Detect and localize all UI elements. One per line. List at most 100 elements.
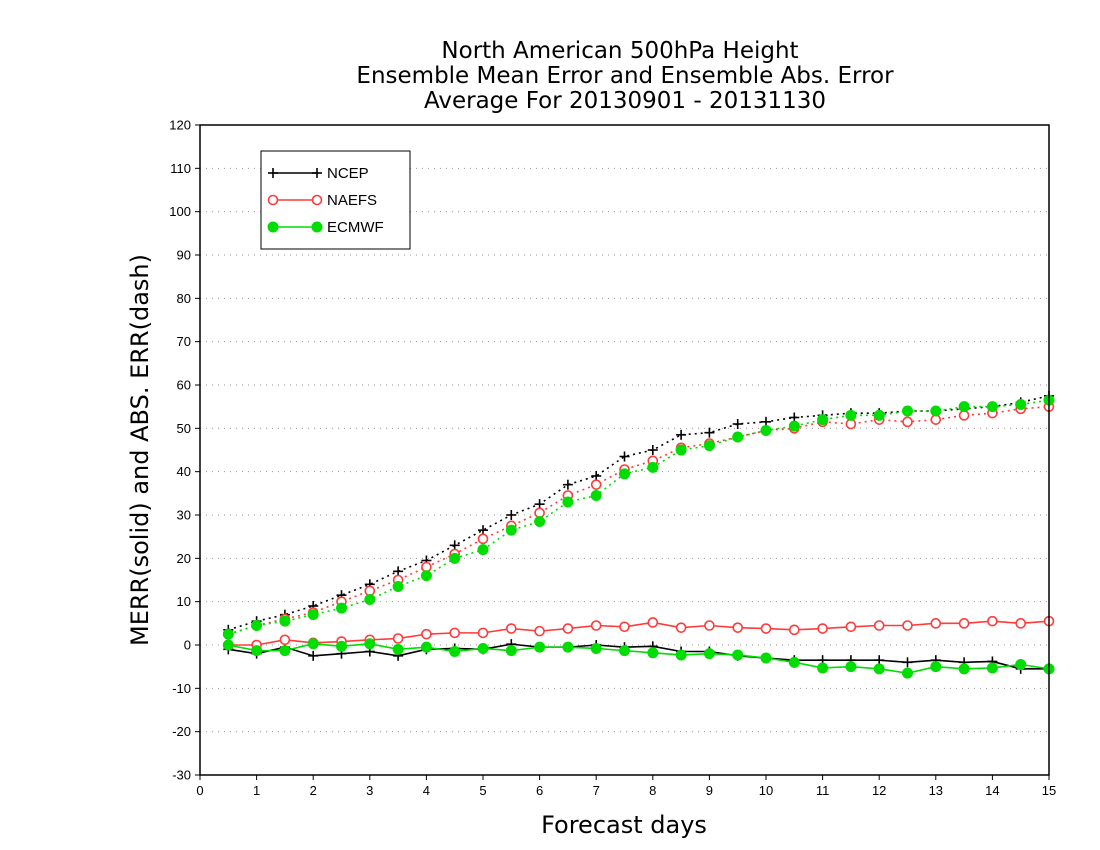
ecmwf-abs-err-point bbox=[703, 440, 715, 452]
ecmwf-merr-point bbox=[562, 641, 574, 653]
ecmwf-merr-point bbox=[619, 645, 630, 657]
ecmwf-merr-point bbox=[703, 648, 715, 660]
ecmwf-merr-point bbox=[534, 641, 546, 653]
naefs-merr-point bbox=[732, 622, 744, 633]
x-tick-label: 5 bbox=[479, 783, 486, 798]
x-tick-label: 2 bbox=[310, 783, 317, 798]
x-tick-label: 15 bbox=[1042, 783, 1056, 798]
naefs-merr-point bbox=[902, 620, 913, 631]
naefs-merr-point bbox=[619, 621, 630, 633]
naefs-merr-point bbox=[704, 620, 715, 631]
ecmwf-abs-err-point bbox=[817, 414, 829, 426]
naefs-merr-point bbox=[788, 624, 800, 636]
ncep-abs-err-point bbox=[704, 427, 715, 438]
ncep-abs-err-point bbox=[619, 451, 630, 462]
y-tick-label: 120 bbox=[169, 118, 191, 133]
ecmwf-merr-point bbox=[732, 649, 744, 661]
naefs-merr-point bbox=[279, 634, 291, 646]
x-tick-label: 1 bbox=[253, 783, 260, 798]
ecmwf-merr-point bbox=[392, 643, 404, 655]
y-tick-label: 20 bbox=[177, 551, 191, 566]
ecmwf-merr-point bbox=[505, 645, 517, 657]
y-axis-ticks: -30 -20 -10 0 10 20 30 40 50 60 70 80 90 100 110 120 bbox=[169, 118, 200, 783]
ecmwf-merr-point bbox=[760, 652, 772, 664]
ecmwf-merr-point bbox=[1015, 659, 1027, 670]
ecmwf-abs-err-point bbox=[647, 461, 659, 473]
y-tick-label: 60 bbox=[177, 378, 191, 393]
x-tick-label: 6 bbox=[536, 783, 543, 798]
naefs-abs-err-point bbox=[902, 416, 913, 428]
legend-label: ECMWF bbox=[327, 219, 384, 236]
ecmwf-abs-err-point bbox=[251, 620, 263, 631]
y-tick-label: 0 bbox=[184, 638, 191, 653]
legend-swatch-marker bbox=[267, 194, 279, 206]
y-tick-label: 10 bbox=[177, 594, 191, 609]
naefs-merr-point bbox=[590, 620, 602, 631]
legend-swatch-marker bbox=[267, 221, 279, 233]
legend-item-ecmwf: ECMWF bbox=[267, 219, 384, 236]
x-tick-label: 14 bbox=[985, 783, 999, 798]
ncep-abs-err-point bbox=[562, 479, 573, 490]
ecmwf-merr-point bbox=[817, 662, 829, 674]
naefs-merr-point bbox=[930, 618, 942, 629]
ecmwf-abs-err-point bbox=[505, 524, 517, 536]
x-tick-label: 10 bbox=[759, 783, 773, 798]
chart-title: North American 500hPa Height Ensemble Me… bbox=[356, 38, 894, 114]
ecmwf-merr-point bbox=[420, 641, 432, 653]
ecmwf-abs-err-point bbox=[477, 544, 489, 556]
ecmwf-merr-point bbox=[251, 645, 263, 657]
naefs-abs-err-point bbox=[364, 585, 376, 597]
ecmwf-merr-point bbox=[222, 639, 234, 651]
ncep-abs-err-point bbox=[534, 499, 545, 510]
legend-label: NAEFS bbox=[327, 192, 377, 209]
ecmwf-merr-point bbox=[675, 649, 687, 661]
ecmwf-abs-err-point bbox=[420, 570, 432, 582]
legend-item-naefs: NAEFS bbox=[267, 192, 377, 209]
naefs-merr-point bbox=[562, 623, 574, 634]
ecmwf-abs-err-point bbox=[562, 496, 574, 508]
x-tick-label: 7 bbox=[593, 783, 600, 798]
ecmwf-abs-err-point bbox=[845, 409, 857, 421]
naefs-merr-point bbox=[760, 623, 772, 634]
y-tick-label: -20 bbox=[172, 724, 191, 739]
ecmwf-merr-point bbox=[279, 645, 291, 657]
ecmwf-abs-err-point bbox=[732, 431, 744, 443]
naefs-merr-point bbox=[534, 625, 545, 637]
y-tick-label: 100 bbox=[169, 204, 191, 219]
naefs-merr-point bbox=[1015, 618, 1027, 629]
x-axis-ticks: 0 1 2 3 4 5 6 7 8 9 10 11 12 13 14 15 bbox=[196, 775, 1056, 798]
naefs-abs-err-line bbox=[228, 405, 1050, 635]
ecmwf-abs-err-point bbox=[873, 409, 885, 421]
ecmwf-abs-err-point bbox=[1015, 399, 1027, 410]
legend-item-ncep: NCEP bbox=[268, 165, 369, 182]
legend: NCEP NAEFS ECMWF bbox=[260, 150, 411, 250]
ncep-merr-line bbox=[228, 643, 1049, 670]
ecmwf-merr-point bbox=[958, 663, 970, 675]
ncep-abs-err-point bbox=[647, 445, 658, 455]
naefs-merr-point bbox=[675, 622, 687, 633]
ncep-abs-err-line bbox=[228, 395, 1050, 631]
title-line-1: North American 500hPa Height bbox=[441, 38, 798, 64]
ecmwf-abs-err-point bbox=[675, 444, 687, 456]
naefs-merr-point bbox=[958, 618, 970, 629]
naefs-merr-point bbox=[505, 623, 517, 634]
naefs-merr-point bbox=[845, 621, 857, 633]
ncep-abs-err-point bbox=[393, 566, 404, 577]
y-tick-label: 80 bbox=[177, 291, 191, 306]
naefs-merr-point bbox=[873, 620, 885, 631]
legend-swatch-marker bbox=[311, 194, 323, 206]
ecmwf-abs-err-point bbox=[930, 405, 942, 417]
title-line-2: Ensemble Mean Error and Ensemble Abs. Er… bbox=[356, 63, 894, 89]
y-tick-label: -10 bbox=[172, 681, 191, 696]
naefs-abs-err-point bbox=[534, 507, 545, 519]
series-layer bbox=[222, 390, 1055, 679]
ecmwf-abs-err-point bbox=[364, 594, 376, 605]
naefs-abs-err-point bbox=[590, 479, 602, 490]
ecmwf-abs-err-line bbox=[228, 399, 1050, 635]
x-tick-label: 4 bbox=[423, 783, 430, 798]
ecmwf-abs-err-point bbox=[958, 401, 970, 413]
ecmwf-merr-line bbox=[228, 642, 1050, 674]
naefs-merr-point bbox=[647, 617, 659, 628]
y-tick-label: 110 bbox=[170, 161, 191, 176]
